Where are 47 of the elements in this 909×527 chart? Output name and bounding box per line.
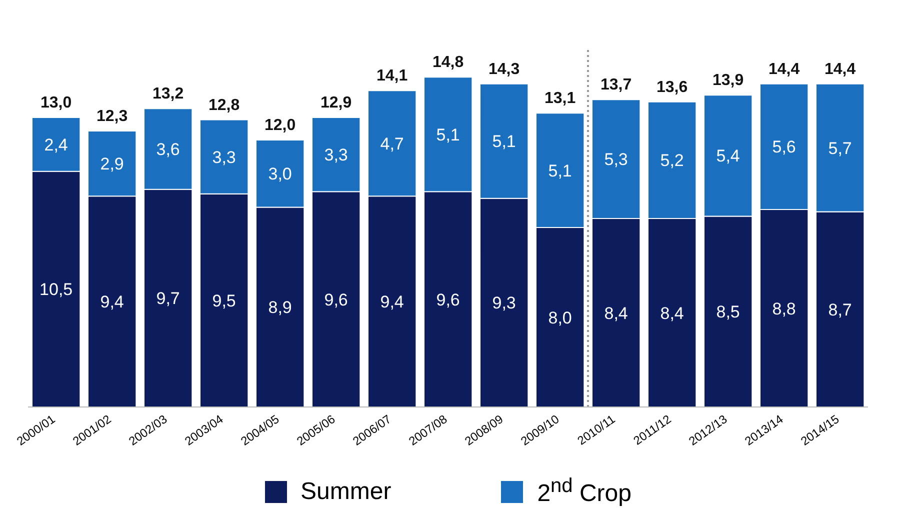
total-label: 13,0 [40, 94, 72, 112]
data-label: 9,6 [324, 290, 348, 310]
data-label: 5,3 [604, 150, 628, 170]
data-label: 8,0 [548, 308, 572, 328]
total-label: 14,4 [768, 60, 800, 78]
data-label: 8,9 [268, 298, 292, 318]
total-label: 12,8 [208, 96, 240, 114]
total-label: 12,0 [264, 116, 296, 134]
data-label: 2,4 [44, 135, 68, 154]
total-label: 12,9 [320, 94, 352, 112]
total-label: 13,1 [544, 90, 576, 108]
data-label: 3,3 [324, 146, 348, 165]
data-label: 5,1 [492, 132, 516, 152]
data-label: 8,5 [716, 302, 740, 322]
total-label: 14,4 [824, 60, 856, 78]
data-label: 5,6 [772, 138, 796, 157]
total-label: 14,3 [488, 60, 520, 78]
total-label: 12,3 [96, 108, 128, 126]
total-label: 14,8 [432, 54, 464, 72]
data-label: 9,4 [380, 292, 404, 312]
data-label: 9,6 [436, 290, 460, 310]
data-label: 3,0 [268, 164, 292, 184]
total-label: 13,9 [712, 72, 744, 90]
data-label: 8,4 [660, 304, 684, 323]
total-label: 13,7 [600, 76, 632, 94]
data-label: 5,2 [660, 151, 684, 170]
data-label: 2,9 [100, 154, 124, 174]
data-label: 5,7 [828, 138, 852, 158]
data-label: 9,3 [492, 294, 516, 313]
data-label: 8,7 [828, 300, 852, 320]
data-label: 10,5 [40, 280, 73, 300]
data-label: 3,3 [212, 148, 236, 167]
data-label: 4,7 [380, 134, 404, 154]
data-label: 9,5 [212, 291, 236, 310]
data-label: 5,1 [436, 125, 460, 144]
data-label: 8,4 [604, 304, 628, 323]
data-label: 9,4 [100, 292, 124, 312]
total-label: 14,1 [376, 68, 408, 85]
data-label: 8,8 [772, 299, 796, 318]
legend-label: 2$^{nd}$ Crop [537, 475, 632, 508]
text: Summer [300, 478, 392, 506]
data-label: 5,4 [716, 146, 740, 166]
data-label: 3,6 [156, 140, 180, 159]
total-label: 13,2 [152, 86, 184, 103]
data-label: 9,7 [156, 289, 180, 308]
data-label: 5,1 [548, 161, 572, 180]
total-label: 13,6 [656, 78, 688, 96]
